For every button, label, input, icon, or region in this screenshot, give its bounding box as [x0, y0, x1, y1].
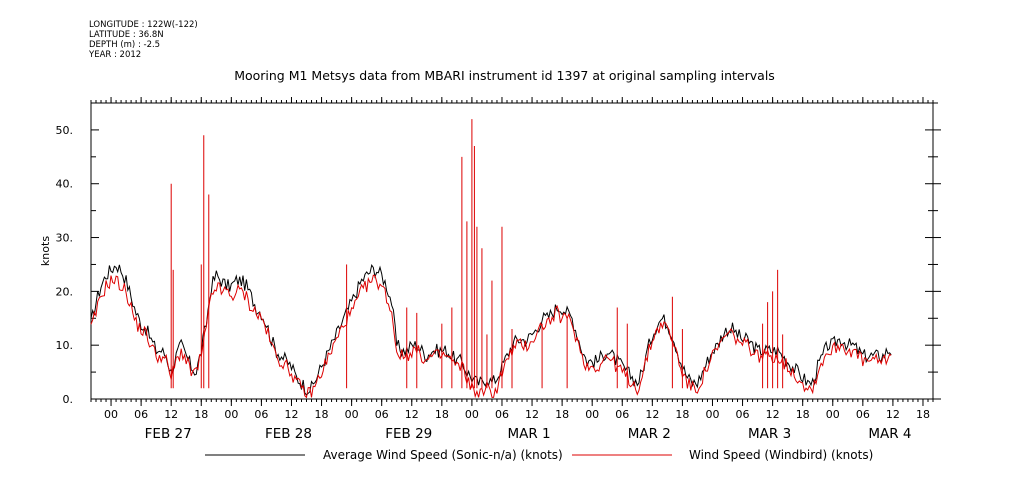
y-tick-label: 10. [56, 339, 74, 352]
series-sonic-line [90, 264, 892, 396]
x-hour-tick-label: 12 [886, 408, 900, 421]
x-hour-tick-label: 12 [525, 408, 539, 421]
chart-title: Mooring M1 Metsys data from MBARI instru… [234, 68, 775, 83]
x-day-label: MAR 2 [628, 426, 671, 442]
x-hour-tick-label: 06 [495, 408, 509, 421]
x-hour-tick-label: 12 [766, 408, 780, 421]
x-hour-tick-label: 18 [194, 408, 208, 421]
x-hour-tick-label: 00 [104, 408, 118, 421]
x-hour-tick-label: 18 [675, 408, 689, 421]
x-hour-tick-label: 12 [405, 408, 419, 421]
x-hour-tick-label: 06 [375, 408, 389, 421]
x-hour-tick-label: 06 [736, 408, 750, 421]
x-hour-tick-label: 06 [856, 408, 870, 421]
x-hour-tick-label: 18 [555, 408, 569, 421]
x-hour-tick-label: 18 [315, 408, 329, 421]
x-hour-tick-label: 12 [164, 408, 178, 421]
x-day-label: FEB 29 [385, 426, 432, 442]
x-hour-tick-label: 12 [284, 408, 298, 421]
x-hour-tick-label: 00 [826, 408, 840, 421]
series-windbird-line [90, 274, 892, 399]
x-hour-tick-label: 18 [435, 408, 449, 421]
x-day-label: FEB 27 [145, 426, 192, 442]
latitude-text: LATITUDE : 36.8N [89, 30, 164, 40]
x-hour-tick-label: 18 [916, 408, 930, 421]
y-tick-label: 30. [56, 232, 74, 245]
x-day-label: FEB 28 [265, 426, 312, 442]
x-day-label: MAR 4 [868, 426, 911, 442]
y-tick-label: 40. [56, 178, 74, 191]
x-hour-tick-label: 12 [645, 408, 659, 421]
x-hour-tick-label: 00 [705, 408, 719, 421]
station-metadata: LONGITUDE : 122W(-122) LATITUDE : 36.8N … [89, 20, 198, 60]
depth-text: DEPTH (m) : -2.5 [89, 40, 161, 50]
year-text: YEAR : 2012 [89, 50, 142, 60]
x-hour-tick-label: 06 [134, 408, 148, 421]
x-hour-tick-label: 00 [345, 408, 359, 421]
y-axis-label: knots [39, 236, 52, 266]
x-day-label: MAR 3 [748, 426, 791, 442]
x-hour-tick-label: 00 [465, 408, 479, 421]
longitude-text: LONGITUDE : 122W(-122) [89, 20, 198, 30]
x-hour-tick-label: 06 [615, 408, 629, 421]
x-day-label: MAR 1 [507, 426, 550, 442]
x-hour-tick-label: 00 [585, 408, 599, 421]
y-tick-label: 20. [56, 285, 74, 298]
x-hour-tick-label: 00 [224, 408, 238, 421]
legend-windbird-label: Wind Speed (Windbird) (knots) [689, 448, 873, 462]
y-tick-label: 0. [63, 393, 74, 406]
x-hour-tick-label: 18 [796, 408, 810, 421]
legend-sonic-label: Average Wind Speed (Sonic-n/a) (knots) [323, 448, 563, 462]
x-hour-tick-label: 06 [254, 408, 268, 421]
y-tick-label: 50. [56, 124, 74, 137]
